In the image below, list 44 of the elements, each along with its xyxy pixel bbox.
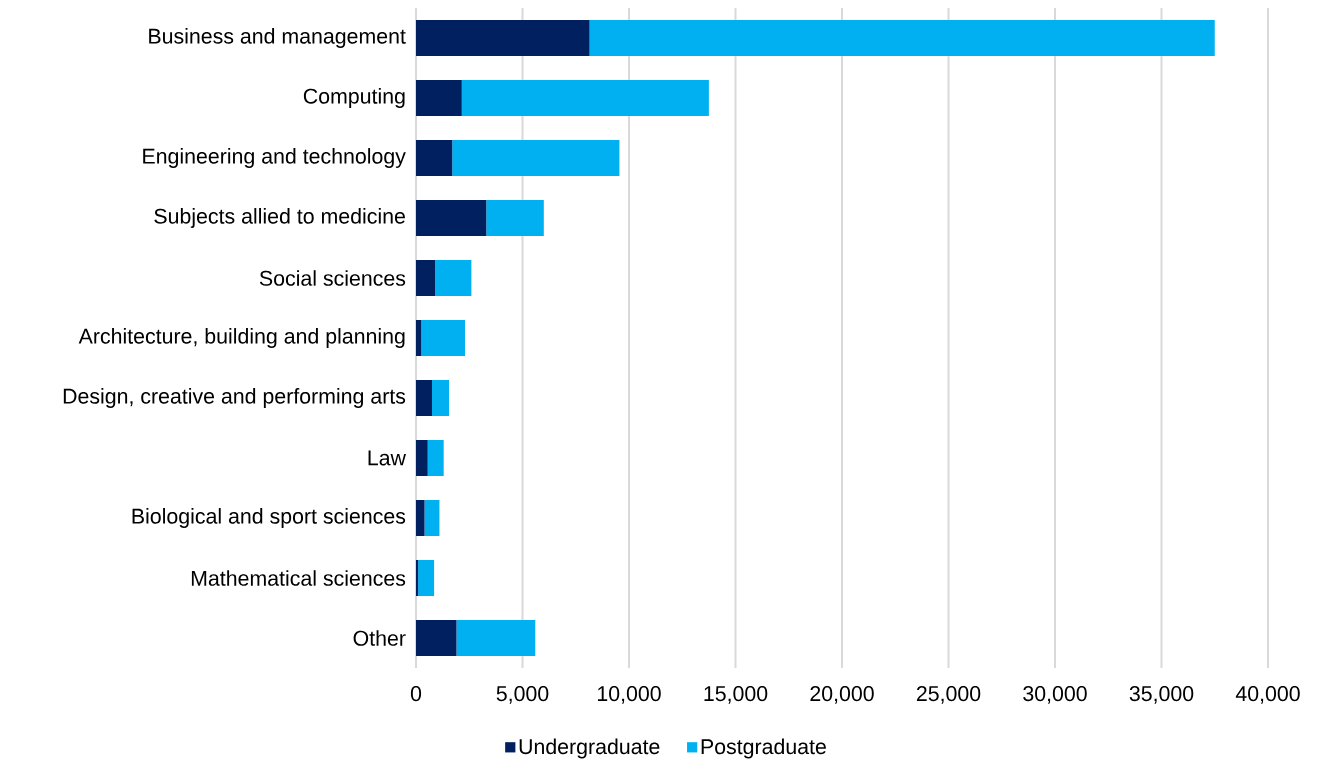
- y-tick-label: Business and management: [149, 28, 406, 48]
- legend-label: Postgraduate: [701, 738, 826, 759]
- x-tick-label: 15,000: [704, 686, 768, 704]
- x-tick-label: 25,000: [916, 686, 981, 704]
- bar: [424, 500, 440, 537]
- bar: [461, 80, 709, 117]
- y-tick-label: Other: [353, 630, 406, 646]
- bar: [427, 440, 444, 477]
- bar: [589, 20, 1215, 57]
- bar: [452, 140, 620, 177]
- bar: [416, 260, 436, 297]
- x-tick-label: 5,000: [496, 686, 549, 704]
- y-tick-label: Design, creative and performing arts: [63, 388, 406, 408]
- bar: [416, 200, 487, 237]
- y-tick-label: Mathematical sciences: [191, 570, 406, 586]
- bar: [416, 380, 432, 417]
- y-tick-label: Architecture, building and planning: [78, 328, 405, 348]
- bar: [416, 500, 425, 537]
- bar: [431, 380, 450, 417]
- bar: [456, 620, 536, 657]
- bar: [416, 80, 462, 117]
- x-tick-label: 0: [410, 686, 422, 702]
- y-tick-label: Law: [368, 450, 406, 466]
- bar: [416, 560, 419, 597]
- legend-label: Undergraduate: [519, 738, 660, 759]
- x-tick-label: 40,000: [1235, 686, 1300, 704]
- y-tick-label: Computing: [303, 88, 405, 108]
- x-tick-label: 35,000: [1129, 686, 1194, 704]
- bar: [416, 620, 457, 657]
- x-tick-label: 20,000: [810, 686, 874, 704]
- bar: [416, 20, 590, 57]
- y-tick-label: Subjects allied to medicine: [154, 208, 405, 228]
- y-tick-label: Biological and sport sciences: [132, 508, 406, 528]
- x-tick-label: 10,000: [598, 686, 661, 704]
- bar: [486, 200, 544, 237]
- bar: [435, 260, 472, 297]
- bar: [421, 320, 465, 357]
- x-tick-label: 30,000: [1023, 686, 1087, 704]
- y-tick-label: Social sciences: [259, 270, 406, 286]
- bar: [418, 560, 435, 597]
- y-tick-label: Engineering and technology: [143, 148, 406, 168]
- bar: [416, 320, 422, 357]
- bar: [416, 440, 428, 477]
- bar: [416, 140, 453, 177]
